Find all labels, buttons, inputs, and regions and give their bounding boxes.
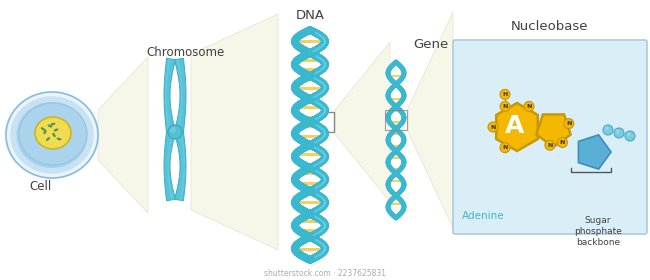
Polygon shape [176, 59, 183, 132]
Text: Nucleobase: Nucleobase [512, 20, 589, 32]
Circle shape [500, 101, 510, 111]
Circle shape [168, 125, 182, 139]
Text: N: N [526, 104, 532, 109]
Ellipse shape [44, 130, 47, 134]
Ellipse shape [52, 133, 56, 137]
Circle shape [488, 122, 498, 132]
Circle shape [625, 131, 635, 141]
Circle shape [603, 125, 613, 135]
Ellipse shape [19, 103, 87, 165]
Polygon shape [98, 57, 148, 213]
Text: N: N [502, 145, 508, 150]
Text: H: H [502, 92, 508, 97]
Polygon shape [175, 131, 186, 201]
Circle shape [500, 89, 510, 99]
Circle shape [170, 127, 176, 133]
Ellipse shape [41, 127, 45, 131]
Text: DNA: DNA [296, 8, 324, 22]
Text: N: N [566, 121, 571, 126]
Ellipse shape [16, 102, 88, 168]
Polygon shape [179, 132, 185, 200]
Text: N: N [560, 140, 565, 145]
Ellipse shape [47, 125, 53, 127]
Text: Chromosome: Chromosome [146, 46, 224, 59]
Text: shutterstock.com · 2237625831: shutterstock.com · 2237625831 [264, 269, 386, 279]
Circle shape [616, 129, 619, 134]
Text: Sugar
phosphate
backbone: Sugar phosphate backbone [574, 216, 622, 247]
Ellipse shape [5, 91, 99, 179]
Text: N: N [547, 143, 552, 148]
Ellipse shape [46, 137, 50, 141]
Text: N: N [502, 104, 508, 109]
Polygon shape [165, 59, 170, 132]
Ellipse shape [35, 117, 71, 149]
Text: Gene: Gene [413, 38, 448, 50]
Text: A: A [505, 114, 525, 138]
Polygon shape [164, 58, 176, 133]
Text: Adenine: Adenine [462, 211, 504, 221]
Circle shape [545, 140, 555, 150]
Circle shape [604, 127, 608, 130]
Polygon shape [536, 115, 571, 147]
Polygon shape [164, 131, 176, 201]
Ellipse shape [54, 129, 58, 132]
Text: N: N [490, 125, 496, 130]
Bar [385, 110, 407, 130]
Polygon shape [335, 42, 390, 202]
Polygon shape [191, 14, 278, 250]
Ellipse shape [57, 138, 62, 140]
Circle shape [500, 143, 510, 153]
Circle shape [524, 101, 534, 111]
Ellipse shape [51, 123, 55, 125]
FancyBboxPatch shape [453, 40, 647, 234]
Polygon shape [496, 103, 538, 151]
Circle shape [564, 119, 574, 129]
Polygon shape [168, 132, 174, 200]
Polygon shape [578, 135, 611, 169]
Circle shape [627, 132, 630, 137]
Text: Cell: Cell [29, 181, 51, 193]
Polygon shape [175, 58, 186, 133]
Ellipse shape [10, 96, 94, 174]
Polygon shape [408, 12, 453, 228]
Circle shape [558, 137, 567, 148]
Circle shape [614, 128, 624, 138]
